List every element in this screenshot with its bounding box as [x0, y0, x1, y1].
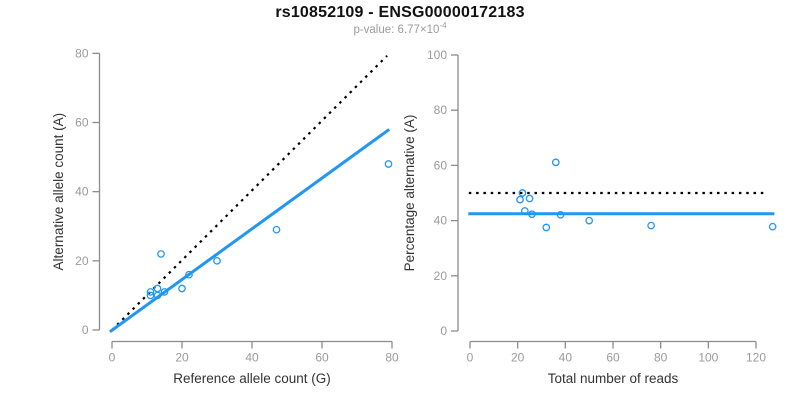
x-tick-label: 100 — [698, 351, 718, 365]
x-tick-label: 40 — [559, 351, 573, 365]
y-tick-label: 20 — [75, 254, 89, 268]
x-tick-label: 80 — [385, 351, 399, 365]
expected-50pct-identity-line — [111, 54, 388, 331]
data-point — [542, 223, 551, 232]
data-point — [516, 195, 524, 204]
p-value-exponent: -4 — [439, 21, 447, 31]
data-point — [185, 270, 193, 279]
y-tick-label: 0 — [440, 324, 447, 338]
data-point — [272, 225, 281, 234]
y-tick-label: 0 — [82, 323, 89, 337]
x-tick-label: 40 — [245, 351, 259, 365]
y-tick-label: 40 — [434, 214, 448, 228]
x-tick-label: 20 — [175, 351, 189, 365]
y-axis-title: Alternative allele count (A) — [51, 113, 66, 271]
x-tick-label: 120 — [746, 351, 766, 365]
data-point — [647, 221, 655, 230]
data-point — [178, 284, 186, 293]
y-tick-label: 80 — [434, 103, 448, 117]
p-value-subtitle: p-value: 6.77×10-4 — [0, 21, 800, 36]
data-point — [528, 210, 536, 219]
data-point — [551, 158, 560, 167]
x-tick-label: 0 — [467, 351, 474, 365]
x-tick-label: 20 — [511, 351, 525, 365]
y-tick-label: 20 — [434, 269, 448, 283]
x-axis-title: Reference allele count (G) — [173, 371, 331, 386]
fitted-regression-line — [109, 128, 391, 333]
y-tick-label: 80 — [75, 46, 89, 60]
data-point — [518, 189, 527, 197]
data-point — [213, 256, 221, 265]
plot-header: rs10852109 - ENSG00000172183 p-value: 6.… — [0, 4, 800, 36]
data-point — [768, 222, 777, 231]
data-point — [160, 288, 169, 296]
x-tick-label: 60 — [315, 351, 329, 365]
y-axis-title: Percentage alternative (A) — [402, 115, 417, 272]
y-tick-label: 60 — [434, 158, 448, 172]
page-title: rs10852109 - ENSG00000172183 — [275, 4, 525, 21]
y-tick-label: 60 — [75, 116, 89, 130]
x-tick-label: 60 — [606, 351, 620, 365]
y-tick-label: 40 — [75, 185, 89, 199]
data-point — [146, 288, 155, 296]
x-tick-label: 80 — [654, 351, 668, 365]
x-tick-label: 0 — [109, 351, 116, 365]
y-tick-label: 100 — [427, 48, 447, 62]
p-value-text: p-value: 6.77×10 — [353, 24, 440, 36]
data-point — [157, 250, 165, 258]
data-point — [585, 216, 594, 225]
data-point — [525, 194, 534, 203]
x-axis-title: Total number of reads — [548, 371, 679, 386]
data-point — [520, 207, 529, 215]
data-point — [556, 210, 565, 219]
data-point — [153, 284, 162, 293]
data-point — [384, 160, 393, 168]
